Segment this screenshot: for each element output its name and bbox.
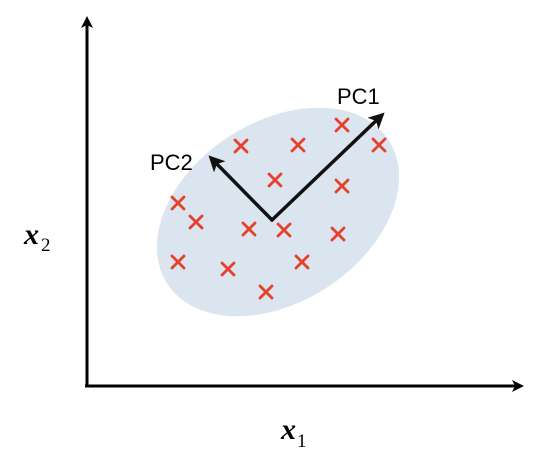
x-axis-label-main: x: [280, 413, 296, 446]
pc1-arrow: [270, 112, 385, 222]
pc2-label: PC2: [150, 150, 193, 175]
data-point: [267, 172, 283, 188]
data-point: [170, 254, 186, 270]
x-axis-label-subscript: 1: [297, 431, 307, 452]
data-point: [233, 138, 249, 154]
data-point: [276, 222, 292, 238]
data-point: [294, 254, 310, 270]
y-axis-label-main: x: [23, 218, 39, 251]
pc1-label: PC1: [337, 84, 380, 109]
data-point: [241, 221, 257, 237]
data-point: [170, 195, 186, 211]
data-point: [290, 137, 306, 153]
data-point: [334, 178, 350, 194]
data-points: [170, 117, 387, 300]
y-axis-label: x 2: [23, 218, 51, 256]
y-axis-label-subscript: 2: [41, 235, 51, 256]
data-point: [188, 214, 204, 230]
data-point: [330, 226, 346, 242]
pc2-arrow: [208, 155, 274, 222]
data-point: [220, 261, 236, 277]
data-point: [258, 284, 274, 300]
data-point: [334, 117, 350, 133]
data-point: [371, 137, 387, 153]
x-axis-label: x 1: [280, 413, 307, 452]
